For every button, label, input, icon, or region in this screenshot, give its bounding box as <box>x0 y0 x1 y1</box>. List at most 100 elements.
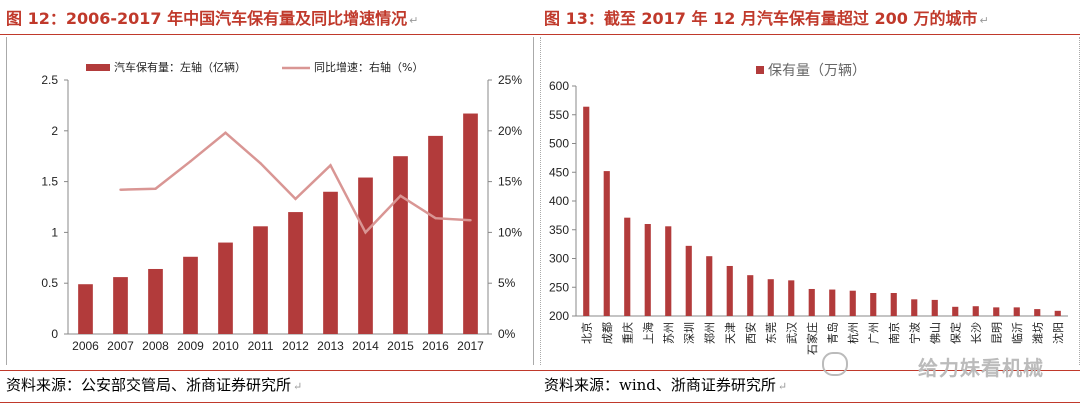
x-tick-label: 2013 <box>317 339 344 353</box>
bottom-divider <box>538 402 1080 403</box>
y-tick-label: 550 <box>549 108 569 122</box>
watermark: 给力妹看机械 <box>918 356 1044 380</box>
x-tick-label: 2014 <box>352 339 379 353</box>
y-tick-label: 250 <box>549 280 569 294</box>
legend-swatch <box>756 66 764 74</box>
x-tick-label: 广州 <box>867 322 880 344</box>
x-tick-label: 杭州 <box>846 322 860 344</box>
x-tick-label: 郑州 <box>702 322 716 344</box>
x-tick-label: 北京 <box>579 322 593 344</box>
bar <box>323 191 338 334</box>
x-tick-label: 深圳 <box>683 322 696 344</box>
y-tick-label: 300 <box>549 252 569 266</box>
bar <box>808 288 815 316</box>
bar <box>644 224 651 316</box>
source-divider <box>538 370 1080 371</box>
wechat-icon <box>822 352 848 376</box>
figure-13-panel: 图 13：截至 2017 年 12 月汽车保有量超过 200 万的城市 ↵ 200… <box>538 0 1080 409</box>
bar <box>685 245 692 316</box>
figure-13-source: 资料来源：wind、浙商证券研究所 ↵ <box>544 376 788 394</box>
figure-12-source: 资料来源：公安部交管局、浙商证券研究所 ↵ <box>6 376 303 394</box>
bar <box>218 242 233 334</box>
bar <box>358 177 373 334</box>
bar <box>393 156 408 334</box>
bar <box>870 293 877 316</box>
x-tick-label: 2008 <box>142 339 169 353</box>
title-divider <box>538 34 1080 35</box>
figure-12-panel: 图 12：2006-2017 年中国汽车保有量及同比增速情况 ↵ 0 0.5 1 1.5… <box>0 0 538 409</box>
y-left-tick-label: 2 <box>51 124 58 138</box>
x-tick-label: 长沙 <box>970 322 983 344</box>
x-tick-label: 西安 <box>743 322 757 344</box>
y-left-tick-label: 2.5 <box>41 73 58 87</box>
x-tick-label: 宁波 <box>907 322 921 344</box>
bar <box>183 256 198 334</box>
y-right-tick-label: 15% <box>498 175 522 189</box>
y-tick-label: 350 <box>549 223 569 237</box>
growth-point <box>329 164 332 167</box>
bar <box>931 299 938 316</box>
bar <box>428 135 443 334</box>
y-tick-label: 600 <box>549 79 569 93</box>
bottom-divider <box>0 402 538 403</box>
x-tick-label: 2016 <box>422 339 449 353</box>
city-ownership-chart: 200 250 300 350 400 450 500 550 600 北京 成都 重庆 上海 苏州 深圳郑… <box>549 63 1068 355</box>
bar <box>583 106 590 316</box>
title-divider <box>0 34 538 35</box>
bar <box>665 226 672 316</box>
x-tick-label: 2009 <box>177 339 204 353</box>
bar <box>113 277 128 334</box>
x-tick-label: 临沂 <box>1010 322 1024 344</box>
y-left-tick-label: 0 <box>51 327 58 341</box>
y-tick-label: 500 <box>549 137 569 151</box>
x-tick-label: 2007 <box>107 339 134 353</box>
x-tick-label: 2006 <box>72 339 99 353</box>
legend-bar-swatch <box>86 64 110 71</box>
legend-bar-label: 汽车保有量：左轴（亿辆） <box>114 60 246 74</box>
x-tick-label: 苏州 <box>662 322 675 344</box>
bar <box>890 293 897 316</box>
bar <box>148 268 163 334</box>
bar <box>288 212 303 334</box>
x-tick-label: 上海 <box>641 322 655 344</box>
bar <box>993 307 1000 316</box>
chart-frame <box>6 37 534 365</box>
x-tick-label: 东莞 <box>765 322 778 344</box>
bar <box>706 256 713 316</box>
bar <box>726 265 733 316</box>
y-left-tick-label: 0.5 <box>41 276 58 290</box>
y-tick-label: 450 <box>549 165 569 179</box>
x-tick-label: 石家庄 <box>805 322 819 355</box>
growth-point <box>154 187 157 190</box>
bar <box>972 306 979 316</box>
y-right-tick-label: 0% <box>498 327 516 341</box>
growth-point <box>364 231 367 234</box>
y-tick-label: 200 <box>549 309 569 323</box>
x-tick-label: 2011 <box>248 339 274 353</box>
y-left-tick-label: 1.5 <box>41 175 58 189</box>
bar <box>1013 307 1020 316</box>
legend-line-label: 同比增速：右轴（%） <box>314 60 423 74</box>
bar <box>849 290 856 316</box>
x-tick-label: 潍坊 <box>1030 322 1044 344</box>
x-tick-label: 武汉 <box>785 322 798 344</box>
x-tick-label: 佛山 <box>929 322 942 344</box>
figure-12-title-text: 图 12：2006-2017 年中国汽车保有量及同比增速情况 <box>6 9 408 28</box>
growth-point <box>399 194 402 198</box>
growth-point <box>119 188 122 191</box>
bar <box>624 217 631 316</box>
bar <box>767 279 774 316</box>
figure-13-title: 图 13：截至 2017 年 12 月汽车保有量超过 200 万的城市 ↵ <box>544 9 989 28</box>
y-right-tick-label: 20% <box>498 124 522 138</box>
bar <box>747 275 754 316</box>
y-right-tick-label: 10% <box>498 225 522 239</box>
x-tick-label: 青岛 <box>825 322 839 344</box>
x-tick-label: 保定 <box>948 322 962 344</box>
y-tick-label: 400 <box>549 194 569 208</box>
x-tick-label: 2017 <box>457 339 484 353</box>
x-tick-label: 2012 <box>282 339 309 353</box>
figure-12-source-text: 资料来源：公安部交管局、浙商证券研究所 <box>6 376 292 394</box>
y-left-tick-label: 1 <box>51 225 58 239</box>
legend-label: 保有量（万辆） <box>768 63 866 79</box>
